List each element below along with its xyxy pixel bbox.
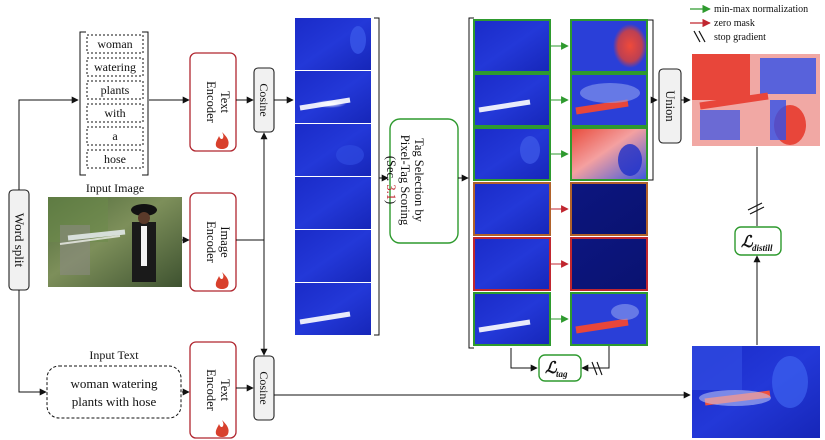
svg-text:hose: hose [104,152,126,166]
token-watering: watering [86,57,144,77]
legend-zero-mask-label: zero mask [714,18,755,29]
text-encoder-bottom: Text Encoder [189,341,237,439]
loss-tag-box: ℒ tag [538,354,582,382]
wordsplit-to-tokens-arrow [18,96,79,190]
svg-text:plants: plants [101,83,130,97]
masked-5 [570,237,648,291]
frame-1 [473,19,551,73]
normalized-6 [570,292,648,346]
input-text-box [46,365,182,419]
normalized-to-tag-loss-arrow [581,346,610,372]
legend: min-max normalization zero mask stop gra… [690,4,808,43]
normalized-1 [570,19,648,73]
svg-text:watering: watering [94,60,136,74]
wordsplit-to-input-text-arrow [18,290,47,396]
svg-text:Encoder: Encoder [204,369,218,411]
token-list: woman watering plants with a hose [79,31,149,176]
token-with: with [86,103,144,123]
word-split-label: Word split [12,213,27,268]
input-text-line-1: woman watering [70,376,158,391]
heatmap-with [295,177,371,229]
heatmap-a [295,230,371,282]
frame-5 [473,237,551,291]
heatmap-hose [295,283,371,335]
image-encoder: Image Encoder [189,192,237,292]
svg-text:Cosine: Cosine [257,371,271,404]
frame-3 [473,127,551,181]
tag-selection-line-1: Tag Selection by [412,138,426,223]
normalized-bracket [648,19,654,181]
double-slash-icon [693,30,706,43]
tag-selection-line-2: Pixel-Tag Scoring [398,135,412,226]
fire-icon [215,132,229,149]
svg-text:Text: Text [218,91,232,114]
similarity-heatmaps [295,17,380,336]
svg-text:Text: Text [218,379,232,402]
stop-gradient-mark-tag [591,361,603,376]
cosine-bottom: Cosine [253,355,275,421]
token-hose: hose [86,149,144,169]
svg-text:Image: Image [218,226,232,258]
svg-text:Union: Union [663,90,677,122]
frame-4 [473,182,551,236]
loss-tag-symbol: ℒ [545,360,558,377]
fire-icon [215,272,229,289]
loss-distill-box: ℒ distill [734,226,782,256]
normalized-heatmaps [570,19,648,346]
frame-2 [473,73,551,127]
loss-distill-subscript: distill [752,243,773,253]
token-woman: woman [86,34,144,54]
token-a: a [86,126,144,146]
svg-text:Cosine: Cosine [257,83,271,116]
heatmap-watering [295,71,371,123]
union-heatmap [692,54,820,146]
input-text-label: Input Text [89,348,139,362]
union-box: Union [658,68,682,144]
svg-text:Encoder: Encoder [204,81,218,123]
svg-text:with: with [104,106,125,120]
legend-min-max-label: min-max normalization [714,4,808,15]
token-plants: plants [86,80,144,100]
stop-gradient-mark-distill [747,202,765,215]
svg-text:woman: woman [97,37,132,51]
tag-selection-line-3: (Sec. 3.1) [384,156,398,204]
text-encoder-top: Text Encoder [189,52,237,152]
input-image-label: Input Image [86,181,144,195]
frame-6 [473,292,551,346]
svg-text:Encoder: Encoder [204,221,218,263]
global-heatmap [692,346,820,438]
input-image [48,197,182,287]
selected-heatmaps [468,17,551,349]
loss-distill-symbol: ℒ [741,234,754,251]
svg-text:a: a [112,129,118,143]
fire-icon [215,420,229,437]
input-text-line-2: plants with hose [72,394,157,409]
masked-4 [570,182,648,236]
loss-tag-subscript: tag [556,369,568,379]
normalized-3 [570,127,648,181]
tag-selection-box: Tag Selection by Pixel-Tag Scoring (Sec.… [384,118,459,244]
normalized-2 [570,73,648,127]
frames-to-tag-loss-arrow [510,348,538,372]
cosine-top: Cosine [253,67,275,133]
legend-stop-gradient-label: stop gradient [714,32,766,43]
